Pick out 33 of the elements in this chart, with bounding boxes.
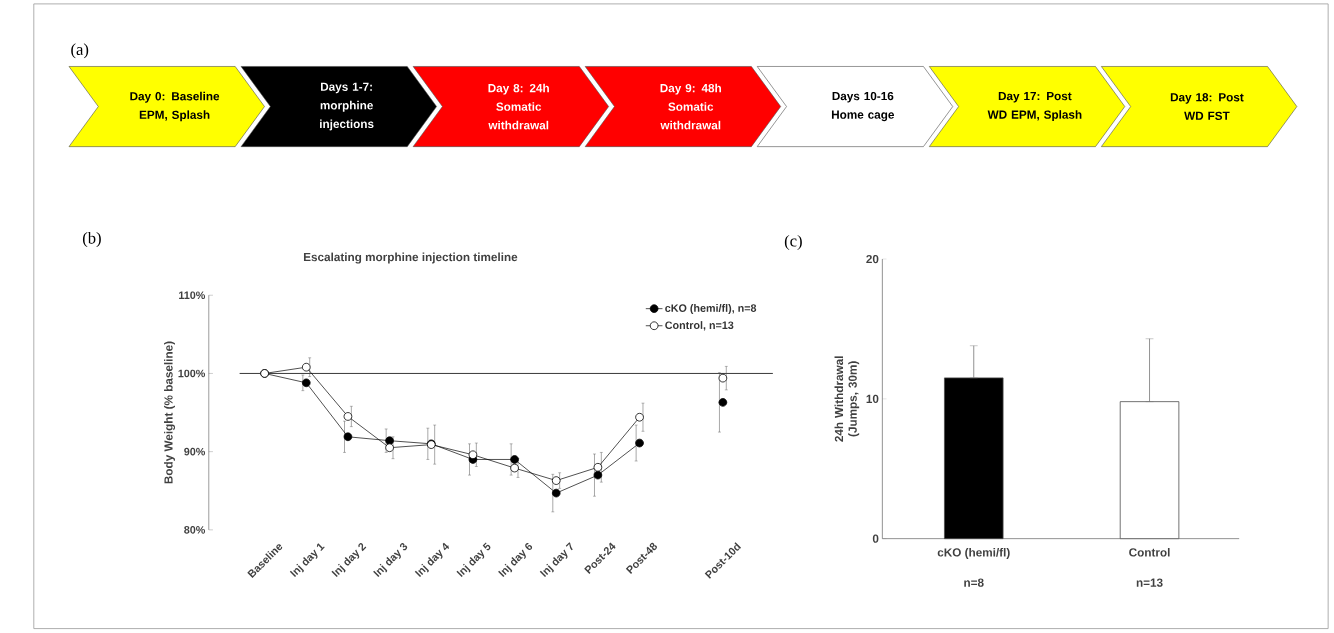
text: (a) [71,43,89,59]
y-tick-label: 80% [184,526,206,534]
x-tick-label: Inj day 1 [289,543,325,578]
y-tick-label: 90% [184,448,206,456]
text: (c) [784,235,802,251]
x-tick-label: cKO (hemi/fl) [937,548,1010,560]
x-tick-label: Inj day 2 [331,543,367,578]
x-tick-label: Control [1129,548,1170,557]
y-tick-label: 110% [179,291,206,300]
x-tick-label: Inj day 5 [456,542,491,578]
category-label: Day 17: Post WD EPM, Splash [987,92,1082,122]
y-tick-label: 100% [178,369,206,378]
category-label: Day 9: 48h Somatic withdrawal [660,83,721,130]
y-axis-title: Body Weight (% baseline) [164,341,176,484]
y-axis-title: 24h Withdrawal (Jumps, 30m) [834,356,860,442]
x-tick-label: Inj day 7 [539,542,573,578]
text: n=8 [964,578,984,588]
legend-label: cKO (hemi/fl), n=8 [665,304,757,315]
x-tick-label: Inj day 6 [498,543,533,578]
x-tick-label: Inj day 4 [414,542,450,578]
category-label: Day 0: Baseline EPM, Splash [130,92,220,122]
category-label: Days 1-7: morphine injections [320,82,374,131]
category-label: Day 8: 24h Somatic withdrawal [488,83,549,130]
y-tick-label: 10 [866,394,879,404]
y-tick-label: 0 [872,534,879,544]
legend-label: Control, n=13 [665,321,734,331]
x-tick-label: Inj day 3 [373,543,408,578]
category-label: Days 10-16 Home cage [831,92,895,122]
y-tick-label: 20 [866,255,879,264]
text: (b) [82,232,101,248]
text: n=13 [1136,578,1163,588]
category-label: Day 18: Post WD FST [1170,93,1244,121]
chart-title: Escalating morphine injection timeline [303,252,518,264]
